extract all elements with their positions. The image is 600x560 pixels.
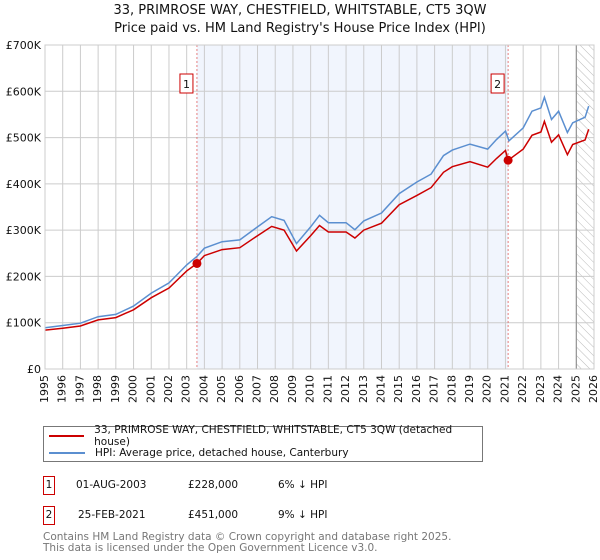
x-tick-label: 2023 — [534, 375, 547, 403]
y-tick-label: £700K — [6, 39, 42, 52]
transaction-price: £228,000 — [188, 479, 239, 491]
x-tick-label: 2024 — [552, 375, 565, 403]
shaded-period — [196, 45, 509, 369]
x-tick-label: 2018 — [445, 375, 458, 403]
x-tick-label: 2003 — [180, 375, 193, 403]
x-tick-label: 2021 — [498, 375, 511, 403]
sale-point — [503, 155, 513, 165]
x-tick-label: 2011 — [321, 375, 334, 403]
x-tick-label: 2026 — [587, 375, 600, 403]
sale-point — [192, 258, 202, 268]
x-tick-label: 2009 — [286, 375, 299, 403]
x-tick-label: 2020 — [481, 375, 494, 403]
legend-swatch-blue — [49, 452, 85, 454]
x-tick-label: 2014 — [374, 375, 387, 403]
marker-label: 1 — [183, 78, 190, 91]
footer-line: Contains HM Land Registry data © Crown c… — [43, 531, 452, 543]
y-tick-label: £500K — [6, 132, 42, 145]
footer-line: This data is licensed under the Open Gov… — [43, 541, 378, 554]
transaction-price: £451,000 — [188, 509, 239, 521]
x-tick-label: 2017 — [428, 375, 441, 403]
x-tick-label: 2019 — [463, 375, 476, 403]
property-price-line — [44, 119, 590, 331]
x-tick-label: 2012 — [339, 375, 352, 403]
x-tick-label: 2005 — [215, 375, 228, 403]
legend-label: HPI: Average price, detached house, Cant… — [95, 447, 349, 459]
transaction-hpi: 9% ↓ HPI — [278, 509, 328, 521]
x-tick-label: 2016 — [410, 375, 423, 403]
x-tick-label: 1999 — [109, 375, 122, 403]
x-tick-label: 2022 — [516, 375, 529, 403]
marker-badge: 1 — [43, 476, 55, 495]
x-tick-label: 2025 — [569, 375, 582, 403]
x-tick-label: 1998 — [91, 375, 104, 403]
x-tick-label: 2008 — [268, 375, 281, 403]
footer: Contains HM Land Registry data © Crown c… — [43, 532, 451, 553]
forecast-hatch — [576, 45, 594, 369]
plot-border — [44, 44, 595, 370]
x-tick-label: 2007 — [251, 375, 264, 403]
transaction-date: 01-AUG-2003 — [76, 479, 147, 491]
x-tick-label: 2015 — [392, 375, 405, 403]
y-tick-label: £600K — [6, 85, 42, 98]
y-tick-label: £300K — [6, 224, 42, 237]
transaction-date: 25-FEB-2021 — [78, 509, 146, 521]
x-tick-label: 1995 — [38, 375, 51, 403]
y-tick-label: £0 — [27, 363, 41, 376]
legend-item-hpi: HPI: Average price, detached house, Cant… — [44, 445, 349, 461]
x-tick-label: 1996 — [56, 375, 69, 403]
x-tick-label: 2013 — [357, 375, 370, 403]
x-tick-label: 2010 — [304, 375, 317, 403]
x-tick-label: 2001 — [144, 375, 157, 403]
legend-item-property: 33, PRIMROSE WAY, CHESTFIELD, WHITSTABLE… — [44, 424, 482, 448]
legend-label: 33, PRIMROSE WAY, CHESTFIELD, WHITSTABLE… — [94, 424, 453, 448]
marker-badge: 2 — [43, 506, 55, 525]
chart-subtitle: Price paid vs. HM Land Registry's House … — [114, 21, 486, 36]
x-tick-label: 2006 — [233, 375, 246, 403]
marker-badge — [179, 73, 194, 94]
x-tick-label: 1997 — [73, 375, 86, 403]
y-tick-label: £200K — [6, 270, 42, 283]
transaction-hpi: 6% ↓ HPI — [278, 479, 328, 491]
chart-svg: 1995 1996 1997 1998 1999 2000 2001 2002 2003 2004… — [6, 39, 600, 403]
x-tick-label: 2000 — [127, 375, 140, 403]
legend-swatch-red — [49, 435, 85, 437]
x-tick-label: 2004 — [197, 375, 210, 403]
hpi-line — [44, 94, 590, 329]
chart-title: 33, PRIMROSE WAY, CHESTFIELD, WHITSTABLE… — [113, 3, 487, 18]
x-tick-label: 2002 — [162, 375, 175, 403]
y-tick-label: £400K — [6, 178, 42, 191]
legend: 33, PRIMROSE WAY, CHESTFIELD, WHITSTABLE… — [43, 424, 483, 462]
marker-label: 2 — [494, 78, 501, 91]
marker-badge — [490, 73, 505, 94]
y-tick-label: £100K — [6, 317, 42, 330]
